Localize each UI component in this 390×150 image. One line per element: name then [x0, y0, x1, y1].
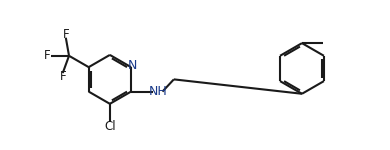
Text: F: F [44, 49, 50, 62]
Text: N: N [128, 59, 137, 72]
Text: F: F [62, 28, 69, 41]
Text: NH: NH [148, 85, 167, 98]
Text: Cl: Cl [104, 120, 116, 133]
Text: F: F [59, 70, 66, 83]
